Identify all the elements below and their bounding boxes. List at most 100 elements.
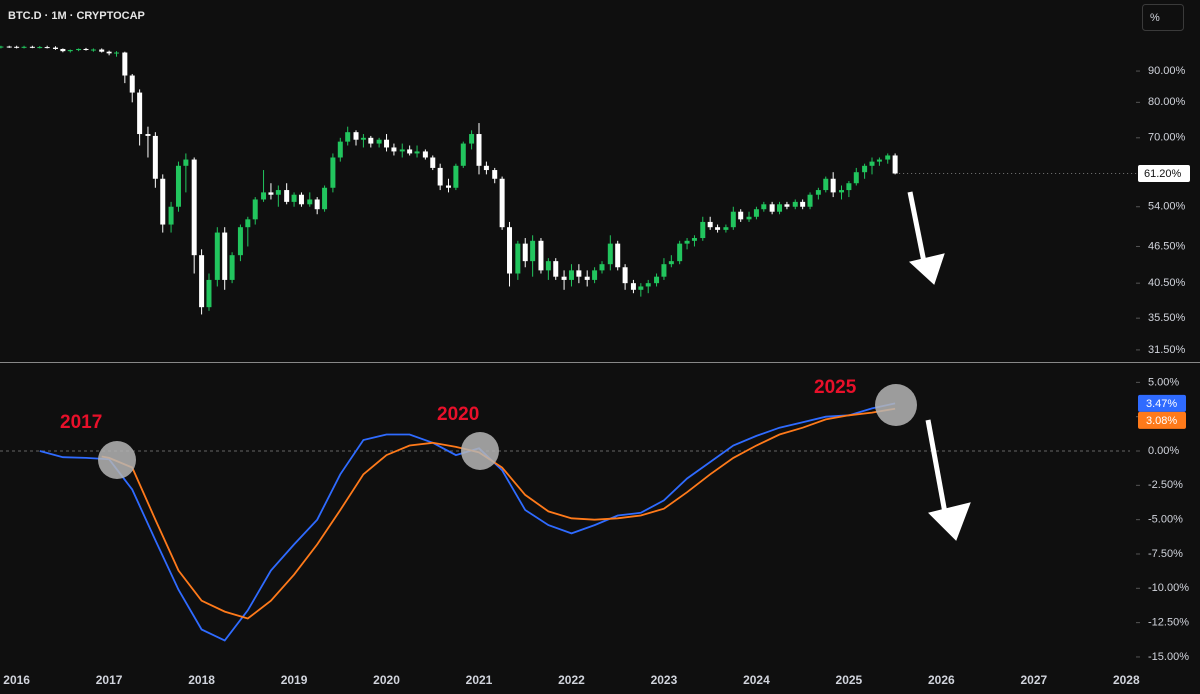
candle-body xyxy=(275,190,281,195)
y-tick-label: 35.50% xyxy=(1148,312,1186,324)
x-tick-label: 2016 xyxy=(3,673,30,687)
last-price-label: 61.20% xyxy=(1144,168,1182,180)
candle-body xyxy=(661,264,667,277)
candle-body xyxy=(885,155,891,160)
candle-body xyxy=(592,270,598,280)
candle-body xyxy=(322,187,328,210)
candle-body xyxy=(800,201,806,207)
y-tick-label: 0.00% xyxy=(1148,445,1179,457)
candle-body xyxy=(530,240,536,262)
candle-body xyxy=(160,178,166,225)
annotation: 2025 xyxy=(814,377,857,398)
candle-body xyxy=(76,48,82,51)
candle-body xyxy=(422,151,428,158)
candle-body xyxy=(229,255,235,280)
candle-body xyxy=(6,46,12,48)
candle-body xyxy=(599,264,605,271)
candle-body xyxy=(876,159,882,162)
candle-body xyxy=(723,227,729,230)
candle-body xyxy=(807,194,813,207)
last-price-badge xyxy=(1138,164,1190,182)
candle-body xyxy=(553,261,559,277)
candle-body xyxy=(29,46,35,48)
candle-body xyxy=(430,157,436,168)
candle-body xyxy=(90,49,96,51)
x-tick-label: 2023 xyxy=(651,673,678,687)
arrow-head xyxy=(928,502,971,541)
y-tick-label: -12.50% xyxy=(1148,617,1189,629)
y-tick-label: -15.00% xyxy=(1148,651,1189,663)
candle-body xyxy=(815,190,821,195)
highlight-circle xyxy=(875,384,917,426)
candle-body xyxy=(492,170,498,179)
candle-body xyxy=(168,206,174,225)
scale-button[interactable] xyxy=(1142,4,1184,31)
candle-body xyxy=(622,267,628,284)
candle-body xyxy=(206,279,212,308)
candle-body xyxy=(122,52,128,76)
candle-body xyxy=(792,201,798,207)
candle-body xyxy=(630,283,636,290)
annotation: 2020 xyxy=(437,404,479,425)
candle-body xyxy=(769,204,775,212)
candle-body xyxy=(469,134,475,144)
candle-body xyxy=(453,165,459,188)
y-tick-label: 31.50% xyxy=(1148,344,1186,356)
candle-body xyxy=(291,194,297,202)
arrows xyxy=(907,191,971,541)
x-tick-label: 2021 xyxy=(466,673,493,687)
candle-body xyxy=(391,147,397,152)
y-tick-label: 5.00% xyxy=(1148,376,1179,388)
arrow-head xyxy=(908,253,945,285)
candle-body xyxy=(746,216,752,220)
candle-body xyxy=(691,238,697,241)
x-tick-label: 2019 xyxy=(281,673,308,687)
highlight-circle xyxy=(461,432,499,470)
candle-body xyxy=(368,137,374,144)
candle-body xyxy=(700,221,706,239)
candle-body xyxy=(407,149,413,154)
candle-body xyxy=(191,159,197,256)
candle-body xyxy=(0,46,4,48)
candle-body xyxy=(545,261,551,271)
y-tick-label: -10.00% xyxy=(1148,582,1189,594)
candle-body xyxy=(222,232,228,280)
candle-body xyxy=(129,75,135,93)
candle-body xyxy=(645,283,651,287)
last-value-badge xyxy=(1138,411,1186,429)
marks: 90.00% 80.00% 70.00% 54.00% 46.50% 40.50% 35.5… xyxy=(0,45,1190,687)
candle-body xyxy=(715,227,721,230)
candle-body xyxy=(52,47,58,49)
candle-body xyxy=(152,135,158,179)
y-tick-label: -5.00% xyxy=(1148,514,1183,526)
candle-body xyxy=(499,178,505,228)
candle-body xyxy=(330,157,336,188)
last-value-label: 3.08% xyxy=(1146,415,1177,427)
candle-body xyxy=(67,50,73,52)
scale-button-label[interactable]: % xyxy=(1150,12,1160,24)
candle-body xyxy=(60,48,66,52)
candle-body xyxy=(615,243,621,268)
candle-body xyxy=(738,211,744,220)
candle-body xyxy=(483,165,489,171)
candle-body xyxy=(853,172,859,184)
candle-body xyxy=(437,167,443,186)
arrow-shaft xyxy=(907,191,927,263)
candle-body xyxy=(862,165,868,173)
candle-body xyxy=(561,276,567,280)
candle-body xyxy=(37,47,43,49)
candle-body xyxy=(114,52,120,54)
candle-body xyxy=(892,155,898,174)
y-tick-label: 90.00% xyxy=(1148,65,1186,77)
candle-body xyxy=(14,46,20,48)
candle-body xyxy=(261,192,267,200)
candle-body xyxy=(707,221,713,228)
x-tick-label: 2028 xyxy=(1113,673,1140,687)
candle-body xyxy=(21,46,27,48)
candle-body xyxy=(568,270,574,280)
candle-body xyxy=(838,190,844,193)
candle-body xyxy=(730,211,736,228)
candle-body xyxy=(314,199,320,210)
candle-body xyxy=(376,139,382,144)
